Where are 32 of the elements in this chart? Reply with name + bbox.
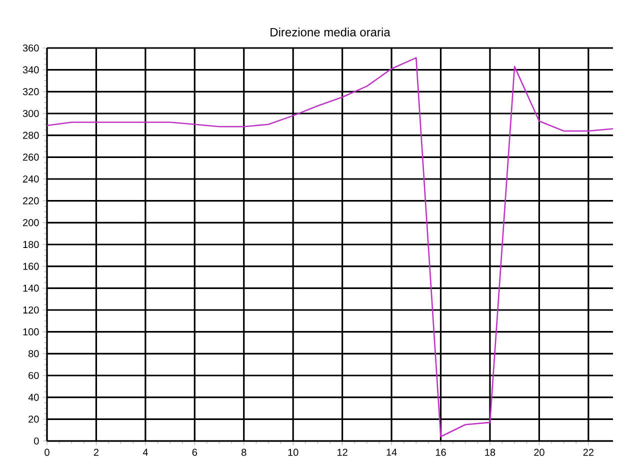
x-tick-label: 16 xyxy=(436,448,446,456)
y-tick-label: 360 xyxy=(22,44,39,52)
x-tick-label: 10 xyxy=(288,448,298,456)
x-tick-label: 14 xyxy=(386,448,397,456)
y-tick-label: 40 xyxy=(28,394,39,401)
y-tick-label: 220 xyxy=(23,197,39,204)
y-tick-label: 80 xyxy=(28,350,39,358)
y-tick-label: 320 xyxy=(22,88,39,96)
y-tick-label: 160 xyxy=(23,262,39,270)
y-tick-label: 60 xyxy=(28,372,39,380)
y-tick-label: 300 xyxy=(22,110,39,118)
y-tick-label: 20 xyxy=(28,416,39,423)
x-tick-label: 20 xyxy=(534,448,544,456)
x-tick-label: 0 xyxy=(44,448,50,456)
y-tick-label: 280 xyxy=(23,132,39,139)
x-tick-label: 8 xyxy=(242,448,246,456)
chart-title: Direzione media oraria xyxy=(270,28,390,36)
x-tick-label: 12 xyxy=(338,448,348,456)
x-tick-label: 6 xyxy=(192,448,198,456)
y-tick-label: 120 xyxy=(23,306,39,314)
y-tick-label: 340 xyxy=(22,66,39,74)
x-tick-label: 18 xyxy=(485,448,496,456)
x-tick-label: 22 xyxy=(583,448,594,456)
x-tick-label: 2 xyxy=(94,448,99,456)
y-tick-label: 200 xyxy=(23,219,39,226)
y-tick-label: 0 xyxy=(34,437,39,445)
y-tick-label: 240 xyxy=(23,175,39,183)
x-tick-label: 4 xyxy=(142,448,148,456)
y-tick-label: 260 xyxy=(23,154,39,161)
y-tick-label: 180 xyxy=(23,240,39,248)
y-tick-label: 100 xyxy=(23,328,39,336)
y-tick-label: 140 xyxy=(23,284,39,292)
